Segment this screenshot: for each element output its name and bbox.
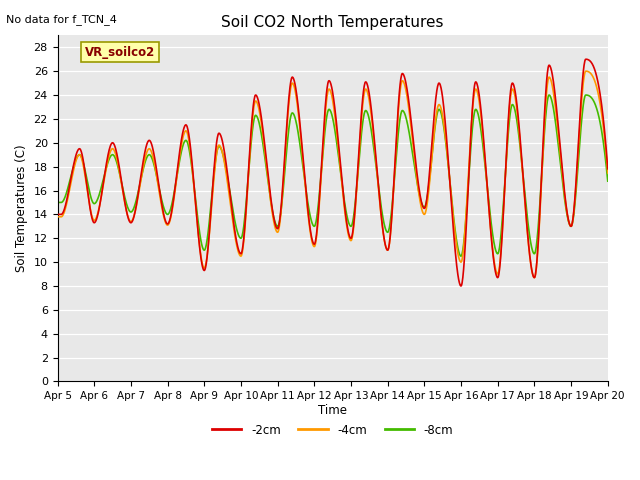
X-axis label: Time: Time [318, 404, 347, 417]
Title: Soil CO2 North Temperatures: Soil CO2 North Temperatures [221, 15, 444, 30]
Text: No data for f_TCN_4: No data for f_TCN_4 [6, 14, 117, 25]
-2cm [163, 220, 170, 226]
-8cm [457, 253, 465, 259]
-2cm [457, 283, 465, 289]
Legend: -2cm, -4cm, -8cm: -2cm, -4cm, -8cm [207, 419, 458, 441]
-4cm [237, 253, 245, 259]
-4cm [604, 170, 612, 176]
-8cm [539, 155, 547, 161]
-2cm [539, 146, 547, 152]
-8cm [176, 156, 184, 162]
-8cm [163, 211, 170, 216]
-8cm [490, 241, 498, 247]
Line: -8cm: -8cm [58, 95, 608, 256]
Line: -2cm: -2cm [58, 59, 608, 286]
-2cm [176, 147, 184, 153]
-4cm [163, 221, 170, 227]
-2cm [490, 261, 498, 267]
-2cm [54, 212, 61, 217]
Y-axis label: Soil Temperatures (C): Soil Temperatures (C) [15, 144, 28, 272]
-8cm [54, 200, 61, 205]
-4cm [176, 152, 184, 157]
-4cm [418, 207, 426, 213]
-2cm [418, 201, 426, 207]
-4cm [54, 214, 61, 220]
-8cm [604, 178, 612, 184]
-8cm [582, 92, 590, 98]
Text: VR_soilco2: VR_soilco2 [85, 46, 156, 59]
-4cm [539, 154, 547, 159]
-4cm [582, 68, 590, 74]
-8cm [237, 235, 245, 240]
-8cm [418, 201, 426, 207]
-2cm [582, 56, 590, 62]
-2cm [604, 166, 612, 172]
-4cm [490, 256, 498, 262]
-2cm [237, 251, 245, 256]
Line: -4cm: -4cm [58, 71, 608, 277]
-4cm [531, 275, 538, 280]
